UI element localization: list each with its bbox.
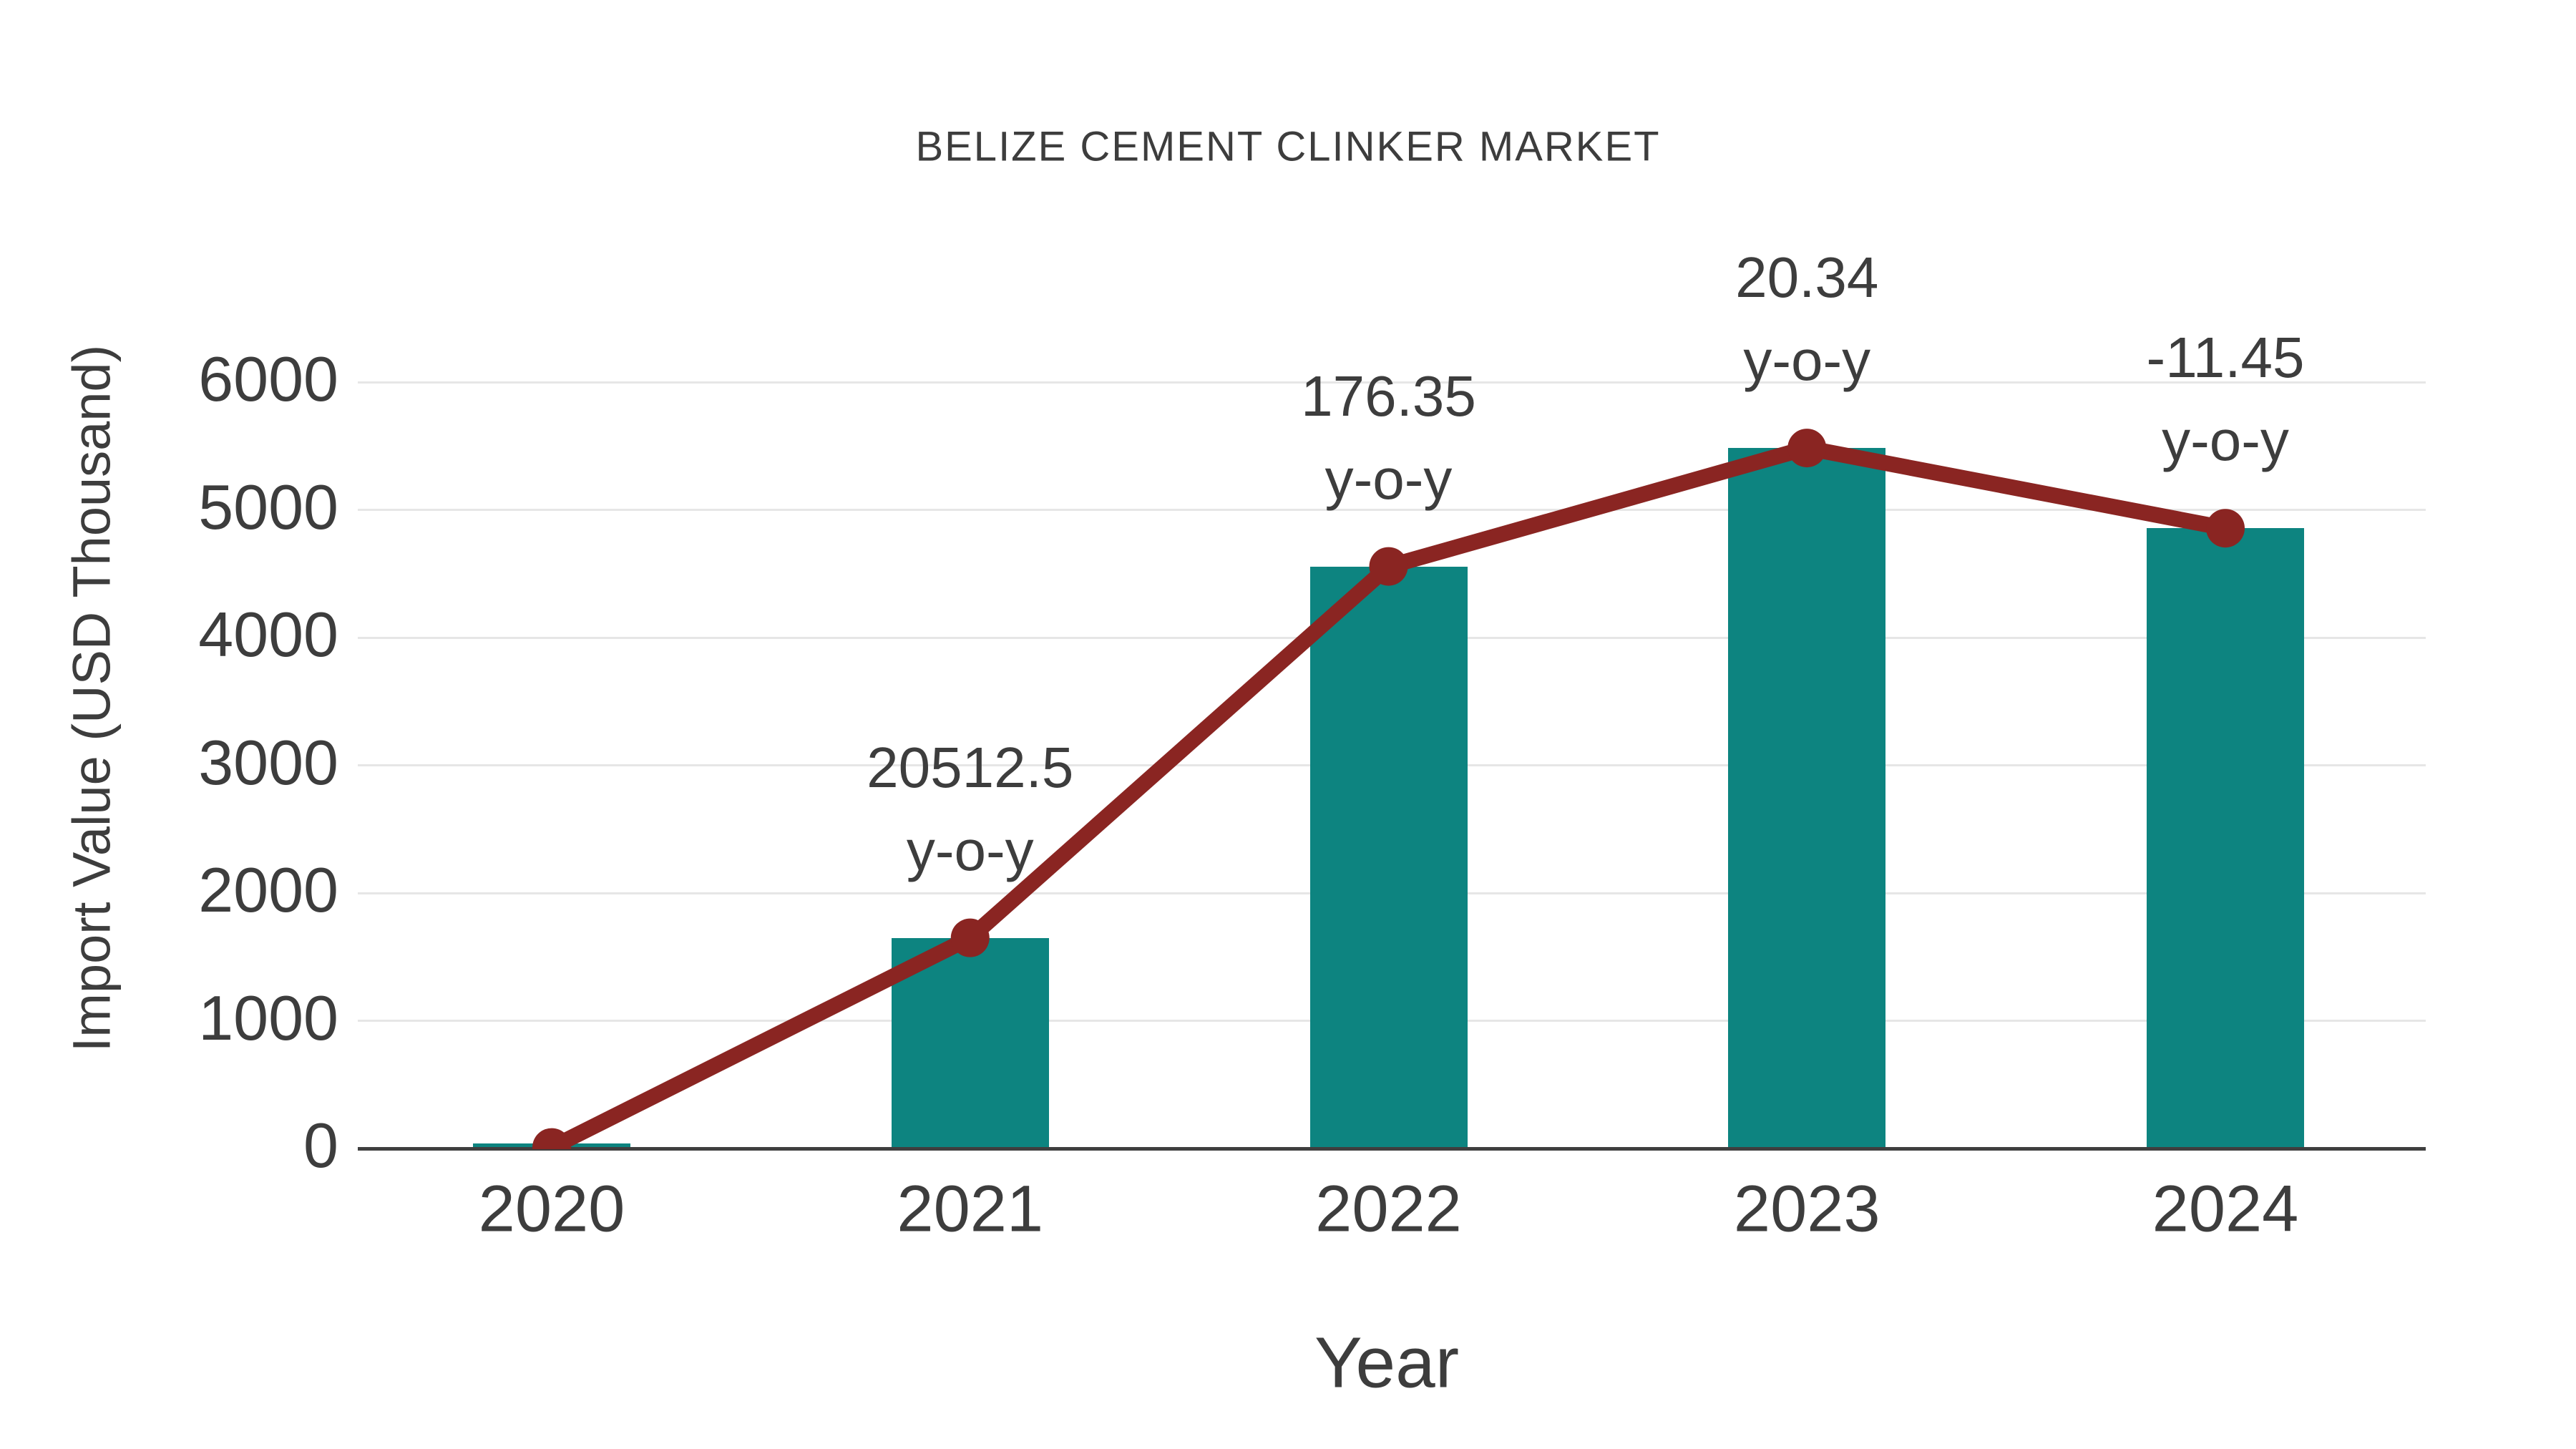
annotation-2023-suffix: y-o-y — [1743, 328, 1871, 393]
gridline-5000 — [358, 509, 2426, 511]
bar-2022 — [1309, 566, 1468, 1148]
y-tick-label-0: 0 — [303, 1109, 338, 1181]
x-tick-label-2020: 2020 — [478, 1172, 625, 1246]
annotation-2021-suffix: y-o-y — [906, 818, 1034, 882]
bar-2023 — [1728, 448, 1886, 1148]
annotation-2023-value: 20.34 — [1735, 245, 1879, 310]
y-tick-label-6000: 6000 — [198, 343, 338, 414]
bar-2024 — [2147, 528, 2304, 1148]
annotation-2022-value: 176.35 — [1301, 364, 1476, 428]
bar-2021 — [891, 937, 1049, 1148]
y-tick-label-3000: 3000 — [198, 726, 338, 798]
y-tick-label-2000: 2000 — [198, 854, 338, 925]
annotation-2021-value: 20512.5 — [867, 735, 1074, 799]
data-point-2023 — [1787, 429, 1827, 468]
x-tick-label-2021: 2021 — [897, 1172, 1044, 1246]
x-tick-label-2024: 2024 — [2152, 1172, 2299, 1246]
x-axis-line — [358, 1147, 2426, 1151]
annotation-2022-suffix: y-o-y — [1324, 447, 1453, 511]
gridline-6000 — [358, 381, 2426, 384]
chart-title: BELIZE CEMENT CLINKER MARKET — [915, 123, 1661, 170]
annotation-2024-value: -11.45 — [2146, 326, 2305, 390]
y-tick-label-1000: 1000 — [198, 982, 338, 1053]
x-tick-label-2023: 2023 — [1733, 1172, 1880, 1246]
data-point-2024 — [2206, 509, 2245, 548]
x-tick-label-2022: 2022 — [1315, 1172, 1462, 1246]
y-tick-label-5000: 5000 — [198, 471, 338, 542]
x-axis-title: Year — [1314, 1322, 1460, 1403]
annotation-2024-suffix: y-o-y — [2162, 409, 2289, 473]
data-point-2020 — [532, 1128, 571, 1149]
data-point-2021 — [950, 918, 990, 957]
y-tick-label-4000: 4000 — [198, 598, 338, 670]
data-point-2022 — [1369, 547, 1408, 586]
